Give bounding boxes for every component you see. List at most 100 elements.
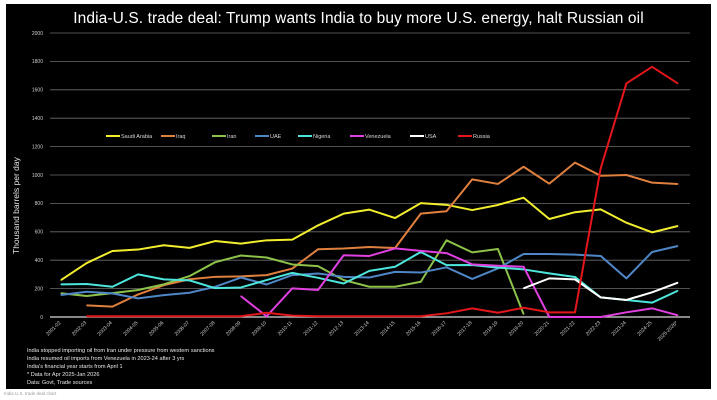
x-tick-label: 2006-07 [174,320,191,337]
data-point [240,315,242,317]
data-point [343,282,345,285]
data-point [471,307,473,309]
chart-frame: India-U.S. trade deal: Trump wants India… [6,4,711,389]
legend-label: UAE [270,134,282,140]
y-tick-label: 0 [40,315,43,321]
data-point [548,272,550,275]
data-point [291,267,293,270]
data-point [111,286,113,288]
data-point [317,277,319,279]
data-point [291,239,293,241]
data-point [214,240,216,242]
note-line: India resumed oil imports from Venezuela… [27,356,185,363]
data-point [651,251,653,253]
data-point [240,254,242,257]
x-tick-labels: 2001-02 2002-03 2003-04 2004-05 2005-06 2006-… [45,320,679,343]
data-point [471,263,473,265]
data-point [523,253,525,255]
data-point [266,274,268,276]
chart-plot: 0 200 400 600 800 1000 1200 1400 1600 1800 2000 20… [11,31,690,343]
data-point [548,183,550,185]
data-point [420,250,422,252]
legend-label: Iran [227,134,236,140]
data-point [574,278,576,280]
data-point [60,283,62,285]
data-point [163,283,165,285]
data-point [548,311,550,313]
x-tick-label: 2024-25 [636,320,653,337]
x-tick-label: 2014-15 [379,320,396,337]
x-tick-label: 2002-03 [71,320,88,337]
data-point [574,162,576,164]
data-point [240,276,242,279]
data-point [574,311,576,313]
data-point [188,247,191,249]
data-point [523,287,525,289]
data-point [291,274,293,276]
legend: Saudi Arabia Iraq Iran UAE Nigeria Venezuela U… [106,134,491,140]
gridlines [50,32,690,318]
data-point [651,66,653,68]
chart-title: India-U.S. trade deal: Trump wants India… [73,10,644,27]
data-point [523,166,525,168]
data-point [317,224,319,227]
note-line: India's financial year starts from April… [27,364,123,371]
data-point [600,255,602,257]
x-tick-label: 2016-17 [431,320,448,337]
data-point [266,239,268,241]
x-tick-label: 2015-16 [405,320,422,337]
data-point [111,306,113,308]
legend-label: USA [425,134,437,140]
data-point [420,202,422,204]
data-point [86,315,88,317]
y-tick-label: 2000 [32,31,43,37]
data-point [420,281,422,283]
data-point [291,287,293,289]
data-point [111,315,113,317]
data-point [317,248,319,250]
data-point [600,167,602,169]
data-point [60,279,62,281]
data-point [137,293,139,296]
data-point [291,314,293,317]
data-point [445,266,448,268]
data-point [394,286,396,288]
data-point [677,245,679,247]
data-point [523,197,525,199]
data-point [394,266,396,268]
x-tick-label: 2023-24 [611,320,628,337]
data-point [368,315,370,317]
data-point [445,210,448,212]
data-point [497,312,499,314]
x-tick-label: 2005-06 [148,320,165,337]
data-point [368,209,370,211]
data-point [625,311,628,313]
data-point [343,247,345,250]
data-point [600,316,602,318]
data-point [188,279,191,281]
data-point [600,208,602,210]
data-point [343,279,345,281]
data-point [497,265,499,267]
y-tick-label: 1800 [32,59,43,65]
x-tick-label: 2011-12 [302,320,319,337]
data-point [188,315,191,317]
data-point [317,265,319,267]
data-point [445,312,448,314]
y-axis-label: Thousand barrels per day [11,156,21,254]
data-point [86,283,88,285]
data-point [548,316,550,318]
data-point [266,256,268,259]
data-point [574,276,576,278]
data-point [471,178,473,181]
data-point [677,314,679,316]
data-point [651,302,653,304]
data-point [677,82,679,85]
legend-label: Russia [473,134,491,140]
data-point [523,313,525,315]
data-point [625,222,628,224]
data-point [86,291,88,293]
note-line: * Data for Apr 2025-Jan 2026 [27,372,100,379]
data-point [317,289,319,291]
y-tick-label: 1400 [32,116,43,122]
